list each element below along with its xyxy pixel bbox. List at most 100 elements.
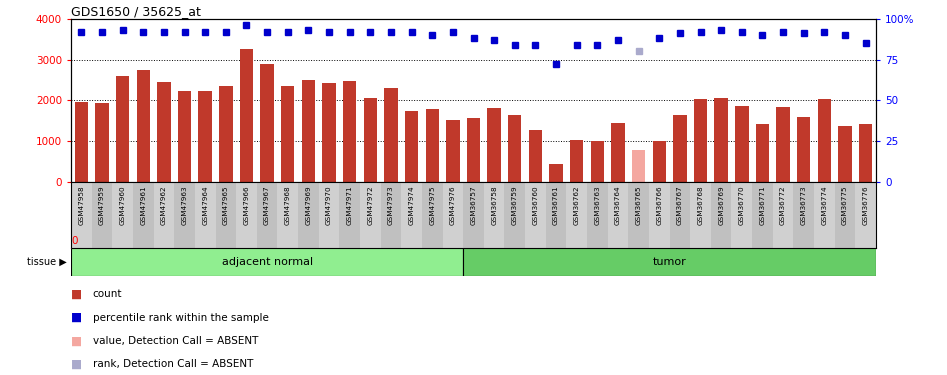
Bar	[834, 182, 855, 248]
Bar	[777, 107, 790, 182]
Text: GSM36773: GSM36773	[801, 185, 807, 225]
Text: GSM47974: GSM47974	[408, 185, 415, 225]
Text: GSM36761: GSM36761	[553, 185, 559, 225]
Bar	[549, 164, 563, 182]
Bar	[178, 92, 191, 182]
Bar	[425, 109, 438, 182]
Bar	[670, 182, 690, 248]
Bar	[364, 98, 377, 182]
Text: ■: ■	[71, 358, 82, 370]
Bar	[199, 92, 212, 182]
Bar	[652, 141, 666, 182]
Bar	[298, 182, 319, 248]
Bar	[814, 182, 834, 248]
Bar	[360, 182, 381, 248]
Bar	[859, 123, 872, 182]
Text: GSM36768: GSM36768	[698, 185, 704, 225]
Text: GSM36769: GSM36769	[718, 185, 724, 225]
Bar	[735, 106, 748, 182]
Bar	[838, 126, 851, 182]
Bar	[649, 182, 670, 248]
Bar	[319, 182, 339, 248]
Text: GSM47971: GSM47971	[347, 185, 352, 225]
Text: GSM36762: GSM36762	[574, 185, 580, 225]
Bar	[773, 182, 794, 248]
Bar	[381, 182, 402, 248]
Bar	[240, 49, 253, 182]
Bar	[632, 150, 645, 182]
Bar	[422, 182, 442, 248]
Bar	[96, 103, 109, 182]
Text: GSM47959: GSM47959	[99, 185, 105, 225]
Text: ■: ■	[71, 311, 82, 324]
Bar	[302, 80, 315, 182]
Text: GDS1650 / 35625_at: GDS1650 / 35625_at	[71, 4, 201, 18]
Text: GSM47972: GSM47972	[367, 185, 373, 225]
Bar	[855, 182, 876, 248]
Text: GSM36771: GSM36771	[759, 185, 765, 225]
Bar	[711, 182, 731, 248]
Text: GSM47963: GSM47963	[182, 185, 188, 225]
Bar	[219, 86, 233, 182]
Text: GSM47976: GSM47976	[450, 185, 456, 225]
Text: GSM36764: GSM36764	[615, 185, 621, 225]
Text: tissue ▶: tissue ▶	[27, 256, 66, 267]
Text: ■: ■	[71, 334, 82, 347]
Text: GSM36759: GSM36759	[511, 185, 518, 225]
Bar	[570, 140, 583, 182]
Text: GSM47964: GSM47964	[202, 185, 208, 225]
Bar	[488, 108, 501, 182]
Bar	[260, 64, 274, 182]
Text: ■: ■	[71, 288, 82, 301]
Bar	[405, 111, 419, 182]
Bar	[463, 248, 876, 276]
Text: GSM36766: GSM36766	[656, 185, 662, 225]
Bar	[591, 141, 604, 182]
Bar	[216, 182, 236, 248]
Bar	[402, 182, 422, 248]
Bar	[587, 182, 608, 248]
Text: GSM47970: GSM47970	[326, 185, 332, 225]
Text: GSM36763: GSM36763	[595, 185, 600, 225]
Bar	[75, 102, 88, 182]
Text: GSM47958: GSM47958	[79, 185, 84, 225]
Text: GSM36774: GSM36774	[821, 185, 828, 225]
Text: GSM47961: GSM47961	[140, 185, 146, 225]
Bar	[322, 83, 336, 182]
Text: GSM47965: GSM47965	[223, 185, 229, 225]
Bar	[673, 115, 687, 182]
Text: percentile rank within the sample: percentile rank within the sample	[93, 313, 269, 322]
Text: rank, Detection Call = ABSENT: rank, Detection Call = ABSENT	[93, 359, 253, 369]
Text: GSM36760: GSM36760	[532, 185, 539, 225]
Bar	[528, 130, 542, 182]
Text: value, Detection Call = ABSENT: value, Detection Call = ABSENT	[93, 336, 259, 346]
Bar	[257, 182, 277, 248]
Text: count: count	[93, 290, 122, 299]
Bar	[113, 182, 133, 248]
Text: GSM36767: GSM36767	[677, 185, 683, 225]
Bar	[756, 123, 769, 182]
Text: GSM47962: GSM47962	[161, 185, 167, 225]
Bar	[608, 182, 628, 248]
Text: GSM36770: GSM36770	[739, 185, 745, 225]
Bar	[442, 182, 463, 248]
Text: GSM47973: GSM47973	[388, 185, 394, 225]
Bar	[731, 182, 752, 248]
Bar	[509, 115, 522, 182]
Text: GSM36776: GSM36776	[863, 185, 868, 225]
Bar	[545, 182, 566, 248]
Bar	[694, 99, 707, 182]
Bar	[281, 87, 295, 182]
Bar	[690, 182, 711, 248]
Text: GSM47966: GSM47966	[243, 185, 249, 225]
Bar	[71, 182, 92, 248]
Text: GSM36765: GSM36765	[635, 185, 642, 225]
Bar	[446, 120, 459, 182]
Bar	[611, 123, 625, 182]
Text: GSM36775: GSM36775	[842, 185, 848, 225]
Bar	[505, 182, 525, 248]
Bar	[236, 182, 257, 248]
Bar	[92, 182, 113, 248]
Bar	[628, 182, 649, 248]
Bar	[484, 182, 505, 248]
